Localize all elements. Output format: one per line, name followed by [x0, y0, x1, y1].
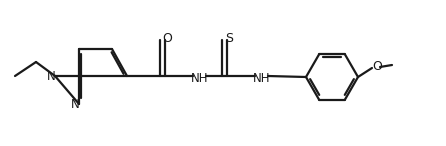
Text: NH: NH: [253, 73, 271, 86]
Text: N: N: [70, 98, 79, 111]
Text: O: O: [372, 60, 382, 73]
Text: O: O: [162, 33, 172, 46]
Text: NH: NH: [191, 73, 209, 86]
Text: S: S: [225, 33, 233, 46]
Text: N: N: [47, 69, 55, 82]
